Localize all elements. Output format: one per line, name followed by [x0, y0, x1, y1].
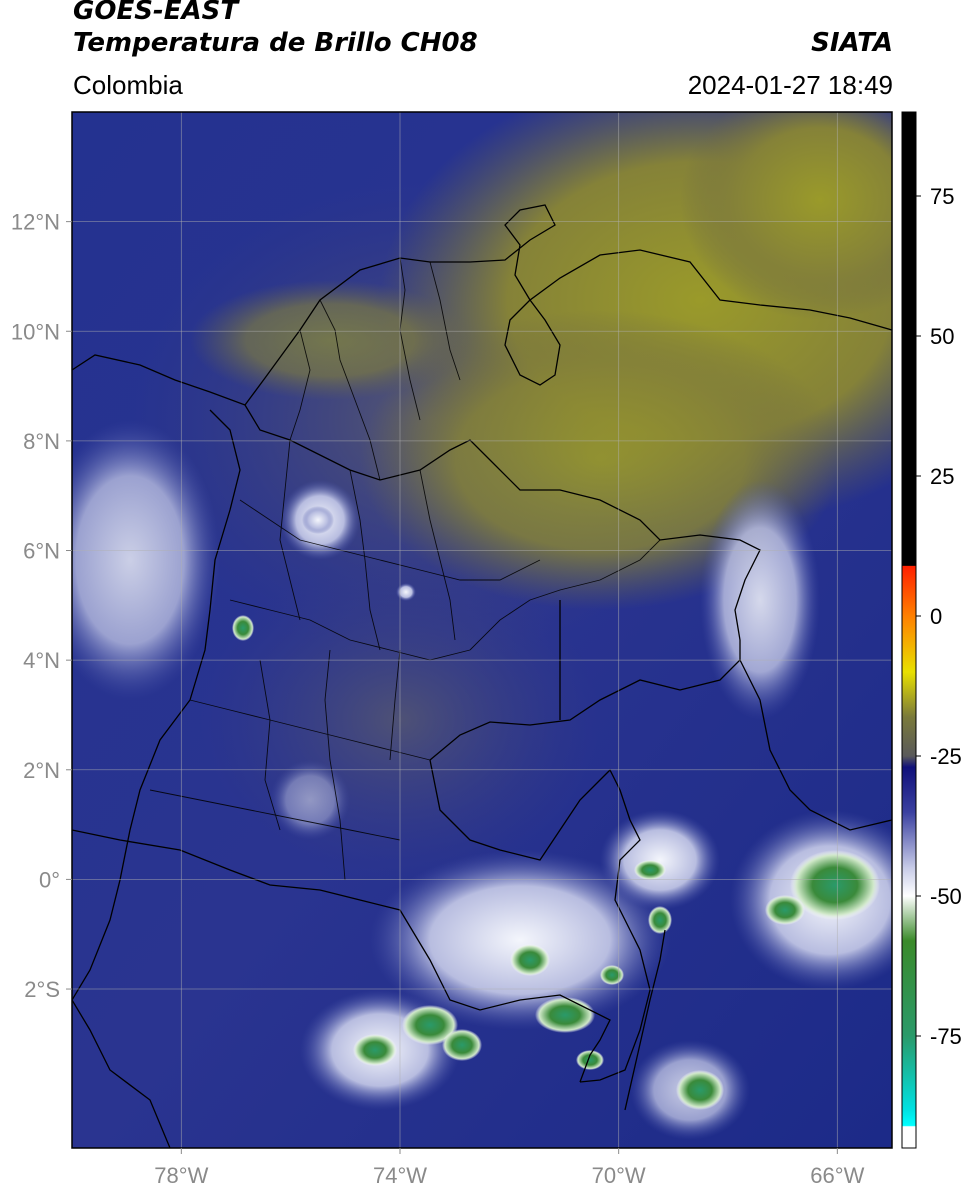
lon-tick-label: 66°W [810, 1163, 864, 1188]
lat-tick-label: 8°N [23, 429, 60, 454]
graticule [72, 112, 892, 1148]
imagery-layer [72, 112, 892, 1148]
map-frame [71, 111, 893, 1149]
lat-tick-label: 2°S [24, 977, 60, 1002]
lat-tick-label: 6°N [23, 539, 60, 564]
colorbar-tick-label: 50 [930, 324, 954, 349]
lat-tick-label: 0° [39, 867, 60, 892]
colorbar-tick-label: 75 [930, 184, 954, 209]
organization-label: SIATA [811, 28, 893, 58]
lat-tick-label: 10°N [11, 319, 60, 344]
lat-tick-label: 2°N [23, 758, 60, 783]
lat-tick-label: 4°N [23, 648, 60, 673]
region-label: Colombia [73, 70, 183, 100]
colorbar-tick-label: 25 [930, 464, 954, 489]
lon-tick-label: 74°W [373, 1163, 427, 1188]
colorbar-tick-label: 0 [930, 604, 942, 629]
colorbar-tick-label: -50 [930, 884, 962, 909]
lon-tick-label: 78°W [154, 1163, 208, 1188]
lon-tick-label: 70°W [592, 1163, 646, 1188]
lat-tick-label: 12°N [11, 210, 60, 235]
colorbar: 75 50 25 0 -25 -50 -75 [901, 111, 962, 1149]
colorbar-scale [901, 111, 917, 1149]
colorbar-tick-label: -25 [930, 744, 962, 769]
satellite-title: GOES-EAST [73, 0, 239, 26]
timestamp-label: 2024-01-27 18:49 [687, 70, 893, 100]
axis-labels: 12°N 10°N 8°N 6°N 4°N 2°N 0° 2°S 78°W 74°W 70°W 66°… [11, 210, 865, 1188]
colorbar-tick-label: -75 [930, 1024, 962, 1049]
product-title: Temperatura de Brillo CH08 [73, 28, 478, 58]
